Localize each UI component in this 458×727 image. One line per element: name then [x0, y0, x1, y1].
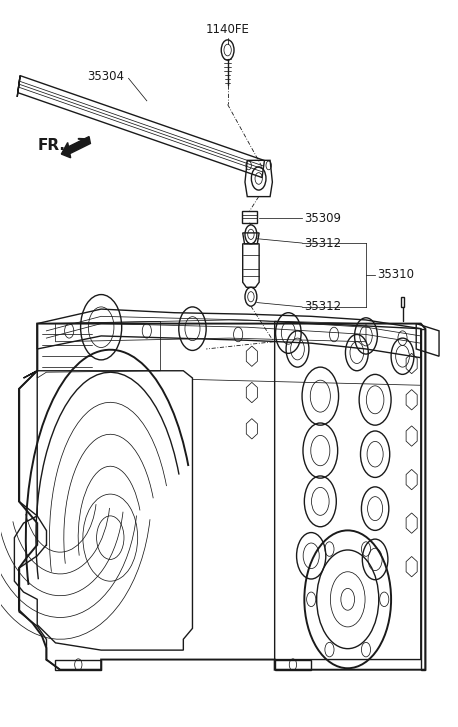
Text: 35304: 35304 — [87, 70, 124, 83]
Text: FR.: FR. — [37, 138, 65, 153]
Text: 1140FE: 1140FE — [206, 23, 250, 36]
Text: 35312: 35312 — [304, 300, 342, 313]
Text: 35310: 35310 — [377, 268, 414, 281]
FancyArrow shape — [61, 137, 90, 158]
Text: 35312: 35312 — [304, 236, 342, 249]
Text: 35309: 35309 — [304, 212, 341, 225]
